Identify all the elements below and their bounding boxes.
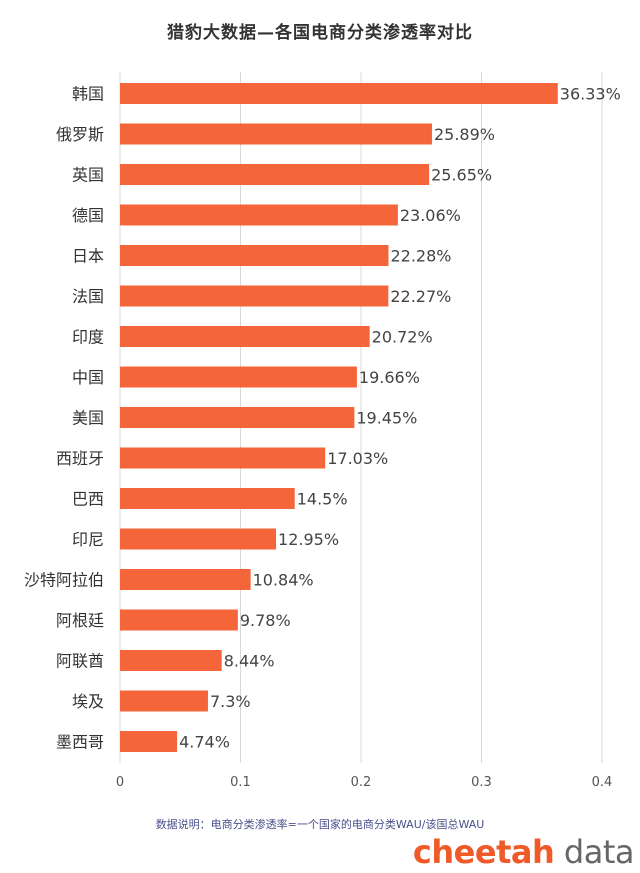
data-note: 数据说明：电商分类渗透率=一个国家的电商分类WAU/该国总WAU [155,818,485,831]
bar [120,690,208,712]
bar [120,528,277,550]
bar [120,123,432,145]
bar [120,285,389,307]
category-label: 埃及 [72,692,104,711]
category-label: 印度 [72,328,104,347]
value-label: 22.28% [390,247,451,266]
bar-chart: 0 0.1 0.2 0.3 0.4 韩国 36.33% 俄罗斯 25.89% 英国 25.65% 德国… [24,72,621,790]
value-label: 19.45% [356,409,417,428]
x-tick-label: 0.2 [351,775,372,790]
bar [120,731,178,752]
category-label: 西班牙 [56,449,104,468]
bar [120,83,558,104]
value-label: 17.03% [327,449,388,468]
x-tick-label: 0.3 [471,775,492,790]
value-label: 4.74% [179,733,230,752]
value-label: 25.65% [431,166,492,185]
bar [120,326,370,347]
category-label: 阿根廷 [56,611,104,630]
category-label: 俄罗斯 [56,125,104,144]
category-label: 英国 [72,166,104,185]
value-label: 25.89% [434,125,495,144]
value-label: 19.66% [359,368,420,387]
category-label: 沙特阿拉伯 [24,571,104,590]
bar [120,407,355,428]
brand-part-2: data [554,833,635,871]
value-label: 10.84% [253,571,314,590]
category-label: 韩国 [72,85,104,104]
category-label: 日本 [72,247,104,266]
chart-title: 猎豹大数据—各国电商分类渗透率对比 [167,23,473,43]
bar [120,609,238,631]
x-tick-label: 0.1 [230,775,251,790]
bar [120,447,326,469]
value-label: 20.72% [372,328,433,347]
bar [120,164,430,185]
category-label: 巴西 [72,490,104,509]
value-label: 14.5% [297,490,348,509]
value-label: 22.27% [390,287,451,306]
category-label: 墨西哥 [56,733,104,752]
bar [120,569,251,590]
value-label: 7.3% [210,692,251,711]
value-label: 9.78% [240,611,291,630]
brand-part-1: cheetah [412,833,555,871]
value-label: 8.44% [224,652,275,671]
x-tick-label: 0 [116,775,124,790]
bar [120,650,222,671]
bar [120,488,295,509]
cheetah-data-logo: cheetah data [412,833,635,871]
value-label: 12.95% [278,530,339,549]
category-label: 美国 [72,409,104,428]
x-tick-label: 0.4 [592,775,613,790]
category-label: 德国 [72,206,104,225]
category-label: 法国 [72,287,104,306]
bar [120,366,357,388]
value-label: 23.06% [400,206,461,225]
category-label: 印尼 [72,530,104,549]
category-label: 阿联酋 [56,652,104,671]
value-label: 36.33% [560,85,621,104]
category-label: 中国 [72,368,104,387]
bar [120,245,389,266]
bar [120,204,398,226]
